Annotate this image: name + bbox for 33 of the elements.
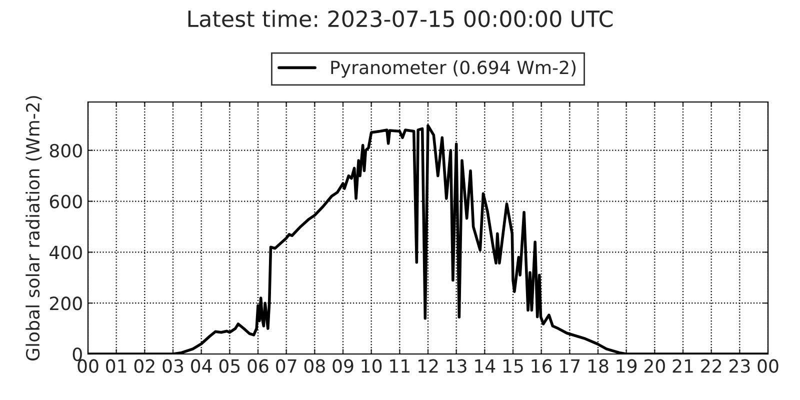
y-tick-label: 400 [50, 246, 82, 260]
x-tick-label: 04 [191, 359, 212, 373]
x-tick-label: 08 [304, 359, 325, 373]
x-tick-label: 03 [162, 359, 184, 373]
x-tick-label: 00 [78, 359, 98, 373]
x-tick-label: 07 [276, 359, 296, 373]
x-tick-label: 00 [758, 359, 778, 373]
x-tick-label: 15 [503, 359, 523, 373]
x-tick-label: 21 [672, 359, 693, 373]
x-tick-label: 17 [560, 359, 580, 373]
x-tick-label: 14 [475, 359, 496, 373]
y-tick-label: 600 [50, 194, 82, 208]
y-axis-title: Global solar radiation (Wm-2) [26, 96, 42, 360]
x-tick-label: 19 [616, 359, 637, 373]
y-tick-label: 0 [72, 347, 82, 362]
x-tick-label: 22 [701, 359, 722, 373]
x-tick-label: 12 [418, 359, 438, 373]
x-tick-label: 09 [332, 359, 354, 373]
chart-title: Latest time: 2023-07-15 00:00:00 UTC [188, 10, 613, 28]
x-tick-label: 18 [588, 359, 608, 373]
x-tick-label: 16 [532, 359, 552, 373]
x-tick-label: 23 [730, 359, 750, 373]
legend-label: Pyranometer (0.694 Wm-2) [331, 60, 576, 78]
x-tick-label: 02 [134, 359, 154, 373]
x-tick-label: 13 [446, 359, 466, 373]
x-tick-label: 20 [644, 359, 665, 373]
x-tick-label: 06 [248, 359, 268, 373]
x-tick-label: 05 [219, 359, 240, 373]
x-tick-label: 11 [390, 359, 410, 373]
y-tick-label: 200 [50, 296, 82, 310]
x-tick-label: 10 [362, 359, 382, 373]
x-tick-label: 01 [106, 359, 126, 373]
y-tick-label: 800 [50, 144, 82, 158]
